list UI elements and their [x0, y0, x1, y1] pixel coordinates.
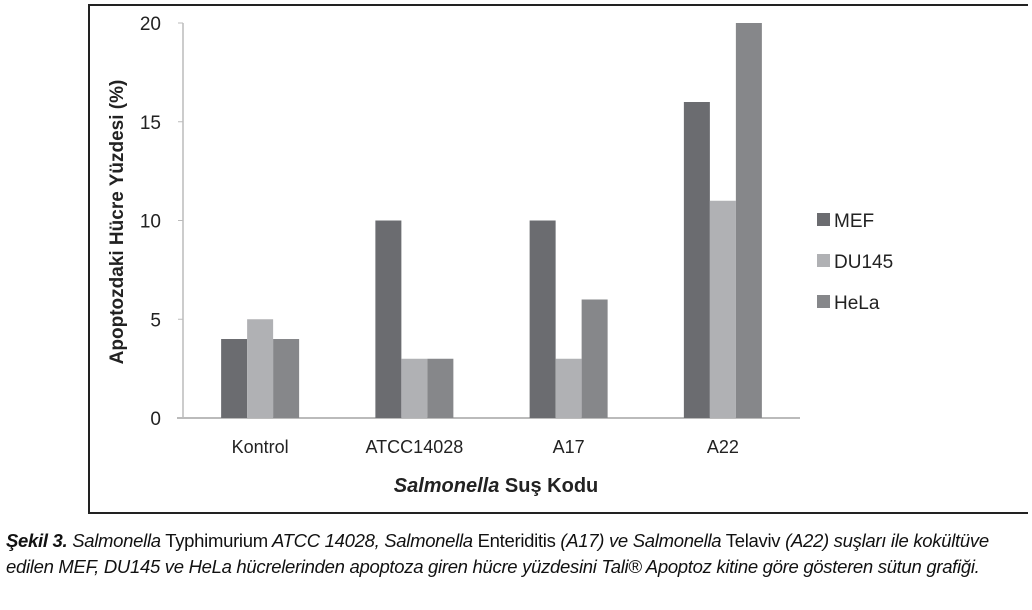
x-tick-label: A17	[553, 437, 585, 457]
figure-caption: Şekil 3. Salmonella Typhimurium ATCC 140…	[6, 528, 1028, 580]
caption-part: Telaviv	[721, 530, 781, 551]
bar-hela-a22	[735, 23, 762, 418]
y-tick-label: 10	[140, 212, 161, 233]
bar-chart: 0 5 10 15 20 Kontrol ATCC14028 A17 A22 MEF DU145 He…	[107, 14, 893, 497]
bar-mef-a22	[683, 102, 710, 418]
legend-swatch-du145	[817, 254, 830, 267]
bar-du145-kontrol	[247, 319, 274, 418]
legend-label-hela: HeLa	[834, 293, 880, 314]
bar-mef-a17	[529, 220, 556, 418]
caption-part: ATCC 14028, Salmonella	[267, 530, 473, 551]
bar-mef-kontrol	[221, 339, 248, 418]
bar-hela-kontrol	[273, 339, 300, 418]
y-tick-label: 0	[150, 409, 161, 430]
legend-label-du145: DU145	[834, 252, 893, 273]
legend-swatch-mef	[817, 213, 830, 226]
y-tick-label: 20	[140, 14, 161, 35]
bar-du145-a22	[709, 200, 736, 418]
y-tick-label: 5	[150, 310, 161, 331]
caption-label: Şekil 3.	[6, 530, 68, 551]
bar-mef-atcc14028	[375, 220, 402, 418]
caption-part: Salmonella	[67, 530, 161, 551]
x-axis-title: Salmonella Suş Kodu	[394, 475, 599, 497]
y-axis-title: Apoptozdaki Hücre Yüzdesi (%)	[107, 80, 128, 365]
caption-part: Enteriditis	[472, 530, 556, 551]
caption-part: (A17) ve Salmonella	[555, 530, 722, 551]
legend-label-mef: MEF	[834, 211, 874, 232]
bar-du145-atcc14028	[401, 358, 428, 418]
bar-hela-atcc14028	[427, 358, 454, 418]
x-tick-label: ATCC14028	[366, 437, 464, 457]
caption-part: Typhimurium	[160, 530, 268, 551]
legend-swatch-hela	[817, 295, 830, 308]
bar-du145-a17	[555, 358, 582, 418]
caption-part: (A22) suşları ile kokültüve edilen MEF, …	[6, 530, 989, 577]
chart-frame	[88, 4, 1028, 514]
bar-hela-a17	[581, 299, 608, 418]
x-tick-label: Kontrol	[232, 437, 289, 457]
y-tick-label: 15	[140, 113, 161, 134]
x-tick-label: A22	[707, 437, 739, 457]
